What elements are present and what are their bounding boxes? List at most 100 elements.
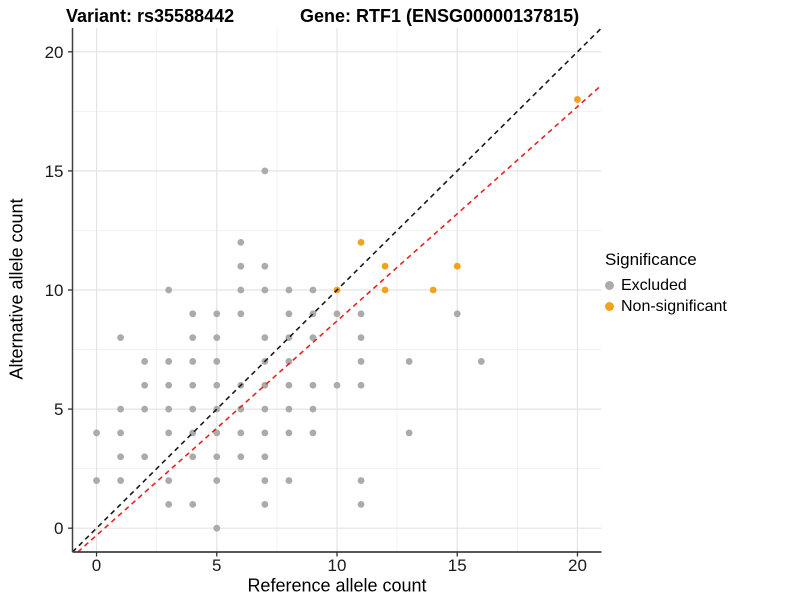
data-point-excluded (285, 381, 293, 389)
data-point-excluded (213, 334, 221, 342)
data-point-excluded (141, 358, 149, 365)
data-point-excluded (117, 405, 124, 413)
data-point-excluded (309, 405, 317, 413)
data-point-excluded (285, 429, 293, 437)
data-point-excluded (309, 286, 317, 294)
data-point-excluded (357, 334, 365, 342)
data-point-excluded (165, 358, 173, 365)
y-tick-label: 15 (45, 162, 64, 181)
data-point-excluded (93, 429, 100, 437)
data-point-excluded (213, 310, 221, 318)
legend-item-label: Non-significant (621, 298, 727, 315)
data-point-non-significant (453, 262, 461, 270)
legend-item-nonsignificant: Non-significant (605, 296, 727, 317)
data-point-excluded (285, 358, 293, 365)
data-point-excluded (237, 453, 245, 461)
data-point-excluded (453, 310, 461, 318)
x-axis-title: Reference allele count (247, 575, 427, 596)
legend-item-label: Excluded (621, 277, 687, 294)
data-point-excluded (357, 358, 365, 365)
data-point-excluded (261, 453, 269, 461)
y-tick-label: 20 (45, 43, 64, 62)
data-point-excluded (285, 286, 293, 294)
data-point-excluded (261, 286, 269, 294)
data-point-non-significant (574, 96, 581, 103)
data-point-excluded (333, 381, 341, 389)
data-point-excluded (261, 405, 269, 413)
y-tick-label: 10 (45, 281, 64, 300)
data-point-excluded (141, 381, 149, 389)
data-point-non-significant (429, 286, 437, 294)
data-point-excluded (213, 524, 221, 532)
data-point-excluded (93, 477, 100, 484)
data-point-excluded (285, 477, 293, 484)
data-point-excluded (117, 453, 124, 461)
data-point-excluded (141, 453, 149, 461)
excluded-point-swatch (605, 281, 614, 290)
data-point-excluded (189, 500, 197, 508)
data-point-excluded (261, 262, 269, 270)
data-point-excluded (357, 310, 365, 318)
x-tick-label: 5 (212, 556, 221, 575)
x-tick-label: 0 (92, 556, 101, 575)
data-point-non-significant (381, 262, 389, 270)
data-point-excluded (213, 358, 221, 365)
data-point-excluded (357, 500, 365, 508)
y-tick-label: 0 (54, 519, 63, 538)
data-point-excluded (165, 405, 173, 413)
data-point-excluded (189, 310, 197, 318)
gene-title: Gene: RTF1 (ENSG00000137815) (300, 6, 580, 26)
data-point-excluded (237, 238, 245, 246)
data-point-excluded (405, 358, 413, 365)
data-point-excluded (117, 477, 124, 484)
data-point-excluded (237, 429, 245, 437)
data-point-excluded (213, 429, 221, 437)
data-point-excluded (189, 453, 197, 461)
nonsignificant-point-swatch (605, 302, 614, 311)
data-point-excluded (237, 310, 245, 318)
legend-item-excluded: Excluded (605, 275, 727, 296)
data-point-excluded (333, 310, 341, 318)
data-point-excluded (309, 334, 317, 342)
y-axis-title: Alternative allele count (6, 198, 27, 380)
data-point-excluded (261, 477, 269, 484)
data-point-excluded (189, 334, 197, 342)
data-point-excluded (237, 262, 245, 270)
data-point-excluded (189, 381, 197, 389)
x-tick-label: 20 (568, 556, 587, 575)
data-point-excluded (165, 286, 173, 294)
data-point-non-significant (381, 286, 389, 294)
data-point-excluded (237, 286, 245, 294)
data-point-excluded (477, 358, 485, 365)
data-point-excluded (213, 453, 221, 461)
data-point-excluded (261, 334, 269, 342)
legend: Significance Excluded Non-significant (605, 250, 727, 317)
data-point-non-significant (357, 238, 365, 246)
data-point-excluded (261, 500, 269, 508)
data-point-excluded (165, 429, 173, 437)
data-point-excluded (189, 358, 197, 365)
data-point-excluded (405, 429, 413, 437)
data-point-excluded (189, 405, 197, 413)
data-point-excluded (141, 405, 149, 413)
data-point-excluded (285, 405, 293, 413)
identity-line (71, 27, 603, 553)
x-tick-label: 10 (328, 556, 347, 575)
data-point-excluded (357, 381, 365, 389)
data-point-excluded (213, 477, 221, 484)
data-point-excluded (357, 477, 365, 484)
data-point-excluded (261, 167, 269, 175)
data-point-excluded (213, 381, 221, 389)
y-tick-label: 5 (54, 400, 63, 419)
data-point-excluded (309, 381, 317, 389)
data-point-excluded (285, 310, 293, 318)
data-point-excluded (261, 429, 269, 437)
legend-title: Significance (605, 250, 697, 269)
data-point-excluded (165, 381, 173, 389)
variant-title: Variant: rs35588442 (66, 6, 235, 26)
data-point-excluded (309, 429, 317, 437)
data-point-excluded (165, 477, 173, 484)
x-tick-label: 15 (448, 556, 467, 575)
